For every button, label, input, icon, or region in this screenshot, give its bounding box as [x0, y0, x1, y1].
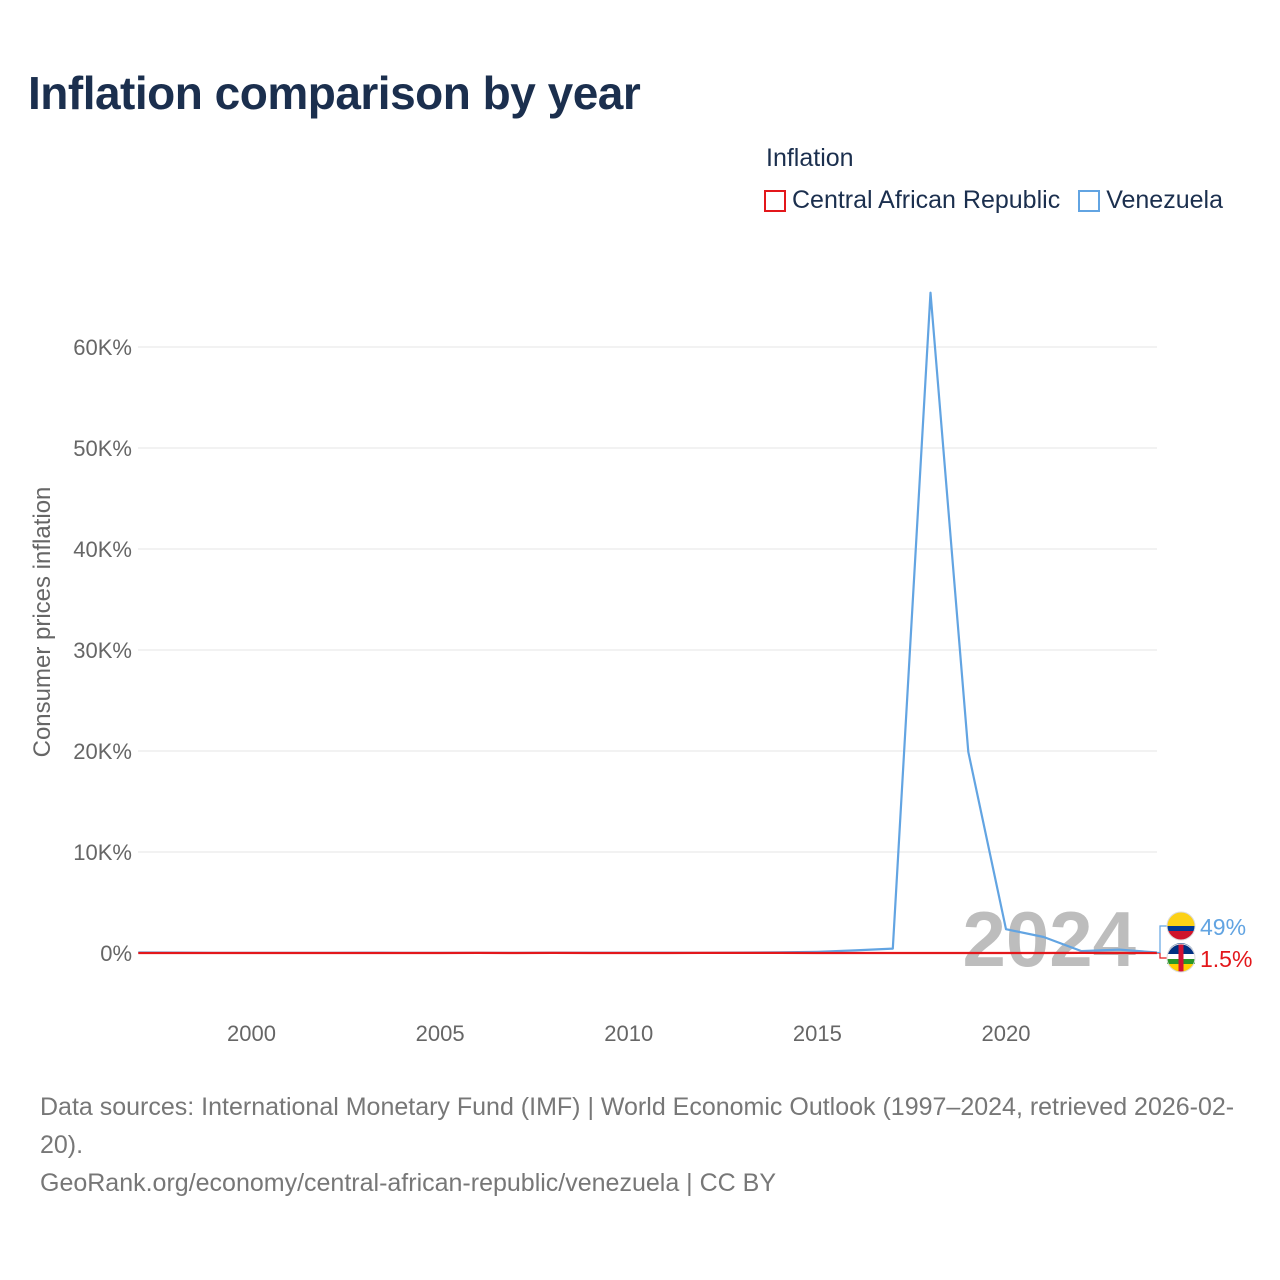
end-value-label: 49%	[1200, 914, 1246, 940]
y-tick-label: 40K%	[73, 537, 132, 562]
x-tick-label: 2000	[227, 1021, 276, 1046]
y-tick-label: 20K%	[73, 739, 132, 764]
series-lines	[138, 291, 1157, 955]
leader-line	[1156, 952, 1168, 959]
x-tick-label: 2020	[982, 1021, 1031, 1046]
chart-title: Inflation comparison by year	[28, 67, 641, 119]
legend-swatch-venezuela	[1078, 189, 1101, 212]
y-tick-label: 30K%	[73, 638, 132, 663]
x-axis-ticks: 2000 2005 2010 2015 2020	[227, 1021, 1030, 1046]
legend-title: Inflation	[766, 144, 854, 172]
legend-label-venezuela: Venezuela	[1106, 186, 1223, 214]
y-tick-label: 60K%	[73, 335, 132, 360]
data-sources: Data sources: International Monetary Fun…	[40, 1093, 1235, 1159]
y-tick-label: 10K%	[73, 840, 132, 865]
legend-item-venezuela[interactable]: Venezuela	[1078, 186, 1223, 215]
series-line-venezuela	[138, 291, 1157, 955]
end-markers: 1.5% 49%	[1156, 911, 1252, 973]
gridlines	[138, 346, 1157, 954]
y-axis-ticks: 0% 10K% 20K% 30K% 40K% 50K% 60K%	[73, 335, 132, 966]
legend: Central African Republic Venezuela	[764, 186, 1223, 215]
y-tick-label: 0%	[100, 941, 132, 966]
source-link[interactable]: GeoRank.org/economy/central-african-repu…	[40, 1169, 777, 1197]
flag-venezuela-icon	[1166, 911, 1196, 941]
leader-line	[1156, 925, 1168, 954]
x-tick-label: 2010	[604, 1021, 653, 1046]
legend-item-central-african-republic[interactable]: Central African Republic	[764, 186, 1060, 215]
footer: Data sources: International Monetary Fun…	[40, 1088, 1250, 1202]
flag-central-african-republic-icon	[1166, 943, 1196, 973]
y-tick-label: 50K%	[73, 436, 132, 461]
legend-swatch-central-african-republic	[764, 189, 786, 212]
legend-label-central-african-republic: Central African Republic	[792, 186, 1061, 214]
x-tick-label: 2015	[793, 1021, 842, 1046]
x-tick-label: 2005	[416, 1021, 465, 1046]
end-value-label: 1.5%	[1200, 946, 1252, 972]
y-axis-label: Consumer prices inflation	[29, 487, 56, 758]
